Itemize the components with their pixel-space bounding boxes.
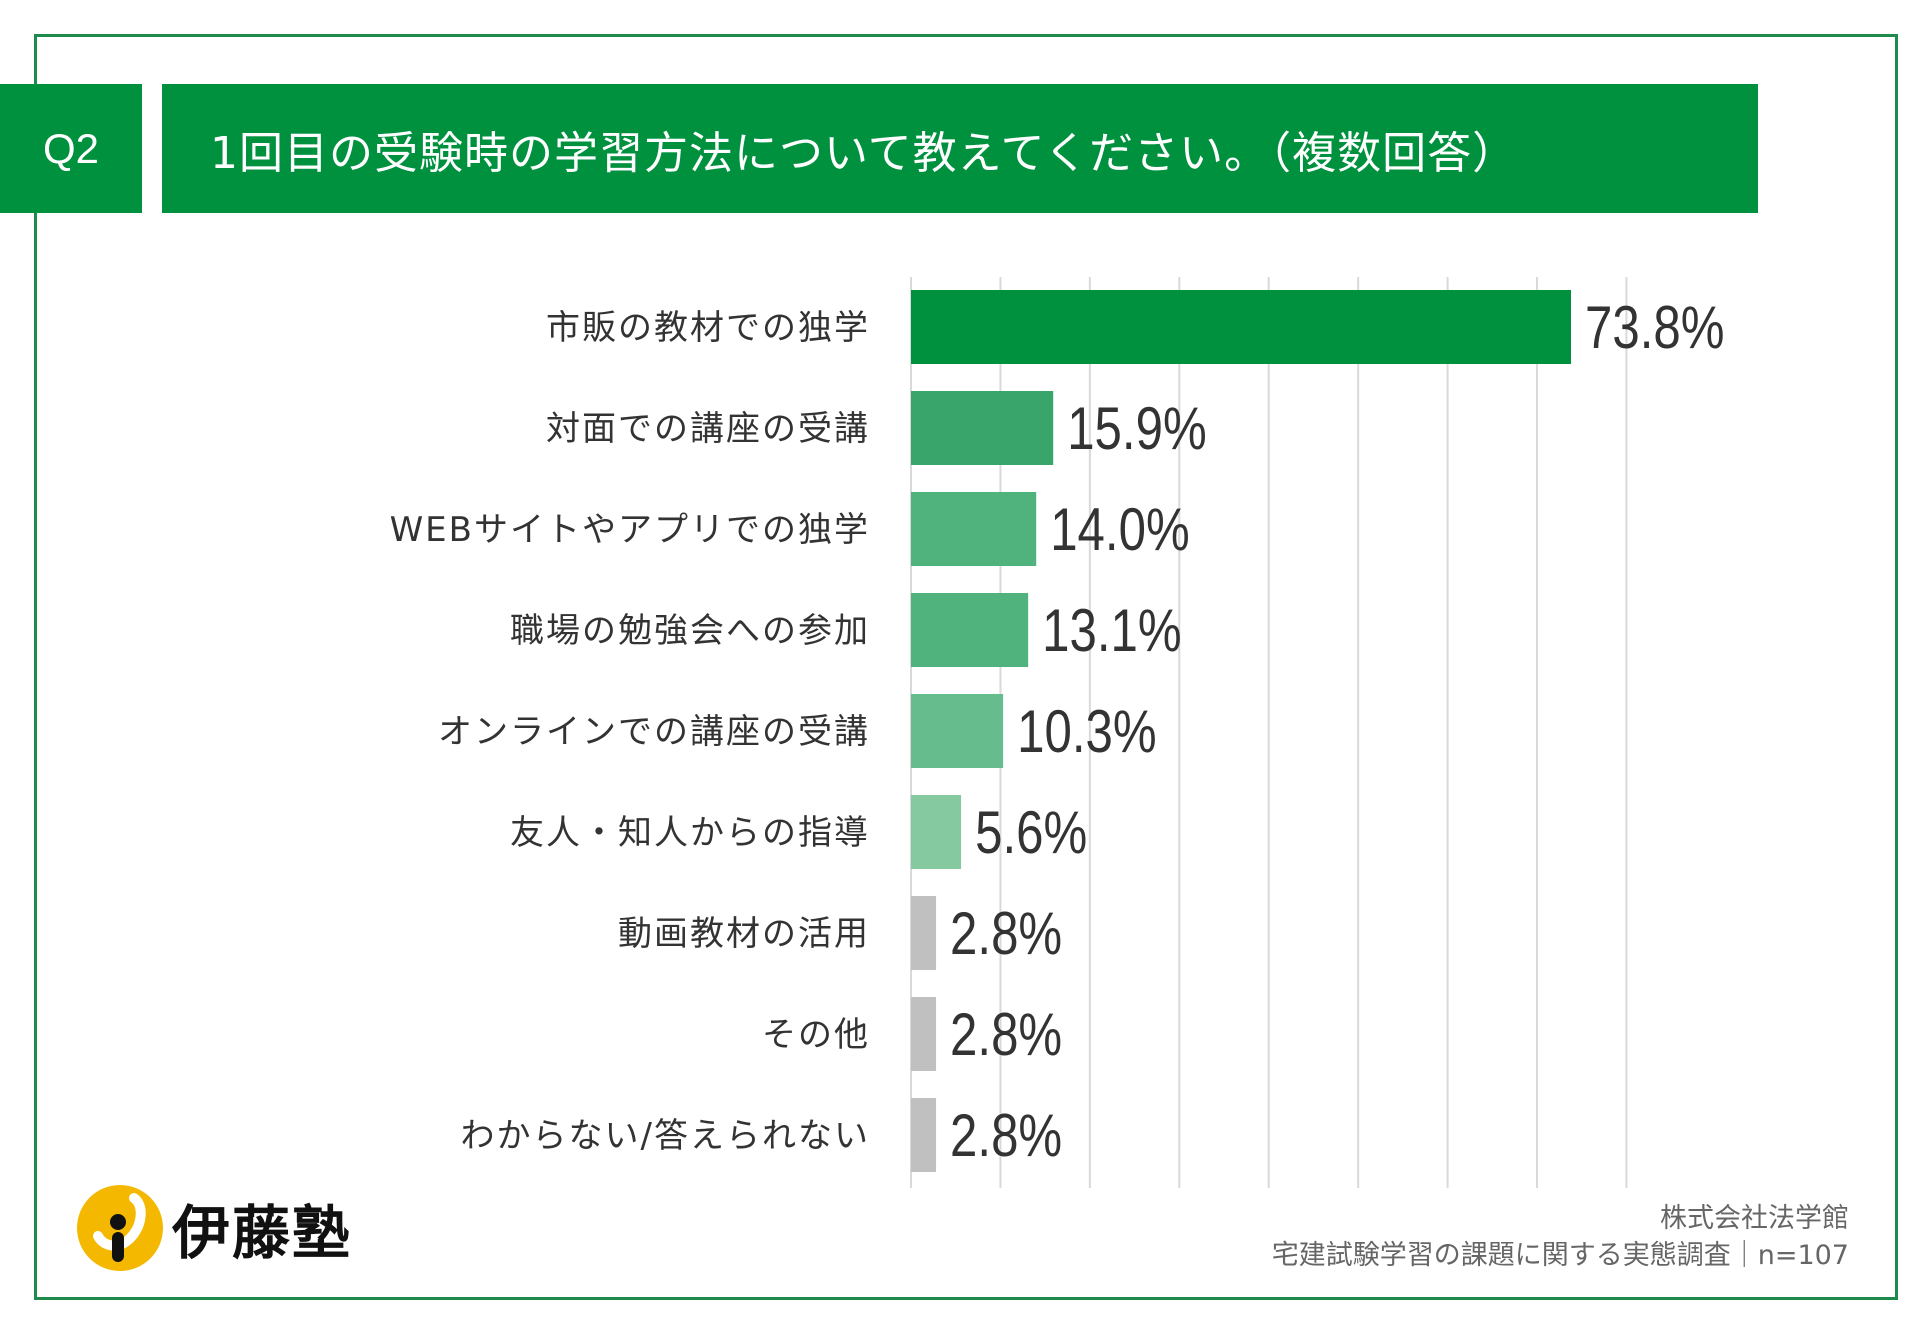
value-label: 73.8% [1585, 293, 1724, 361]
bar [911, 896, 937, 970]
value-label: 5.6% [975, 798, 1087, 866]
category-label: その他 [762, 1015, 870, 1055]
category-label: わからない/答えられない [461, 1116, 870, 1156]
bar [911, 1098, 937, 1172]
value-label-group: 10.3% [1017, 697, 1156, 765]
value-label-group: 2.8% [950, 899, 1062, 967]
bar [911, 290, 1571, 364]
question-number: Q2 [0, 84, 142, 213]
bar [911, 391, 1054, 465]
category-label: 友人・知人からの指導 [510, 813, 870, 853]
value-label-group: 5.6% [975, 798, 1087, 866]
footer-company: 株式会社法学館 [1660, 1203, 1849, 1234]
logo-icon [77, 1185, 163, 1271]
category-label: 職場の勉強会への参加 [510, 611, 870, 651]
value-label: 14.0% [1050, 495, 1189, 563]
bar [911, 694, 1004, 768]
value-label: 15.9% [1067, 394, 1206, 462]
value-label-group: 13.1% [1042, 596, 1181, 664]
value-label: 13.1% [1042, 596, 1181, 664]
logo: 伊藤塾 [76, 1184, 352, 1272]
question-title-text: 1回目の受験時の学習方法について教えてください。（複数回答） [210, 127, 1518, 179]
value-label: 10.3% [1017, 697, 1156, 765]
value-label-group: 73.8% [1585, 293, 1724, 361]
category-label: オンラインでの講座の受講 [438, 712, 870, 752]
value-label: 2.8% [950, 1000, 1062, 1068]
category-label: 市販の教材での独学 [546, 308, 870, 348]
value-label-group: 2.8% [950, 1101, 1062, 1169]
logo-text: 伊藤塾 [172, 1199, 353, 1267]
value-label-group: 15.9% [1067, 394, 1206, 462]
value-label: 2.8% [950, 1101, 1062, 1169]
category-label: 動画教材の活用 [618, 914, 870, 954]
question-title: 1回目の受験時の学習方法について教えてください。（複数回答） [162, 84, 1758, 213]
bar [911, 593, 1029, 667]
category-label: WEBサイトやアプリでの独学 [390, 510, 870, 550]
footer-survey: 宅建試験学習の課題に関する実態調査｜n=107 [1271, 1240, 1849, 1271]
value-label-group: 14.0% [1050, 495, 1189, 563]
bar [911, 492, 1037, 566]
bar [911, 795, 962, 869]
value-label: 2.8% [950, 899, 1062, 967]
bar [911, 997, 937, 1071]
chart-frame [34, 34, 1898, 1300]
value-label-group: 2.8% [950, 1000, 1062, 1068]
category-label: 対面での講座の受講 [546, 409, 870, 449]
